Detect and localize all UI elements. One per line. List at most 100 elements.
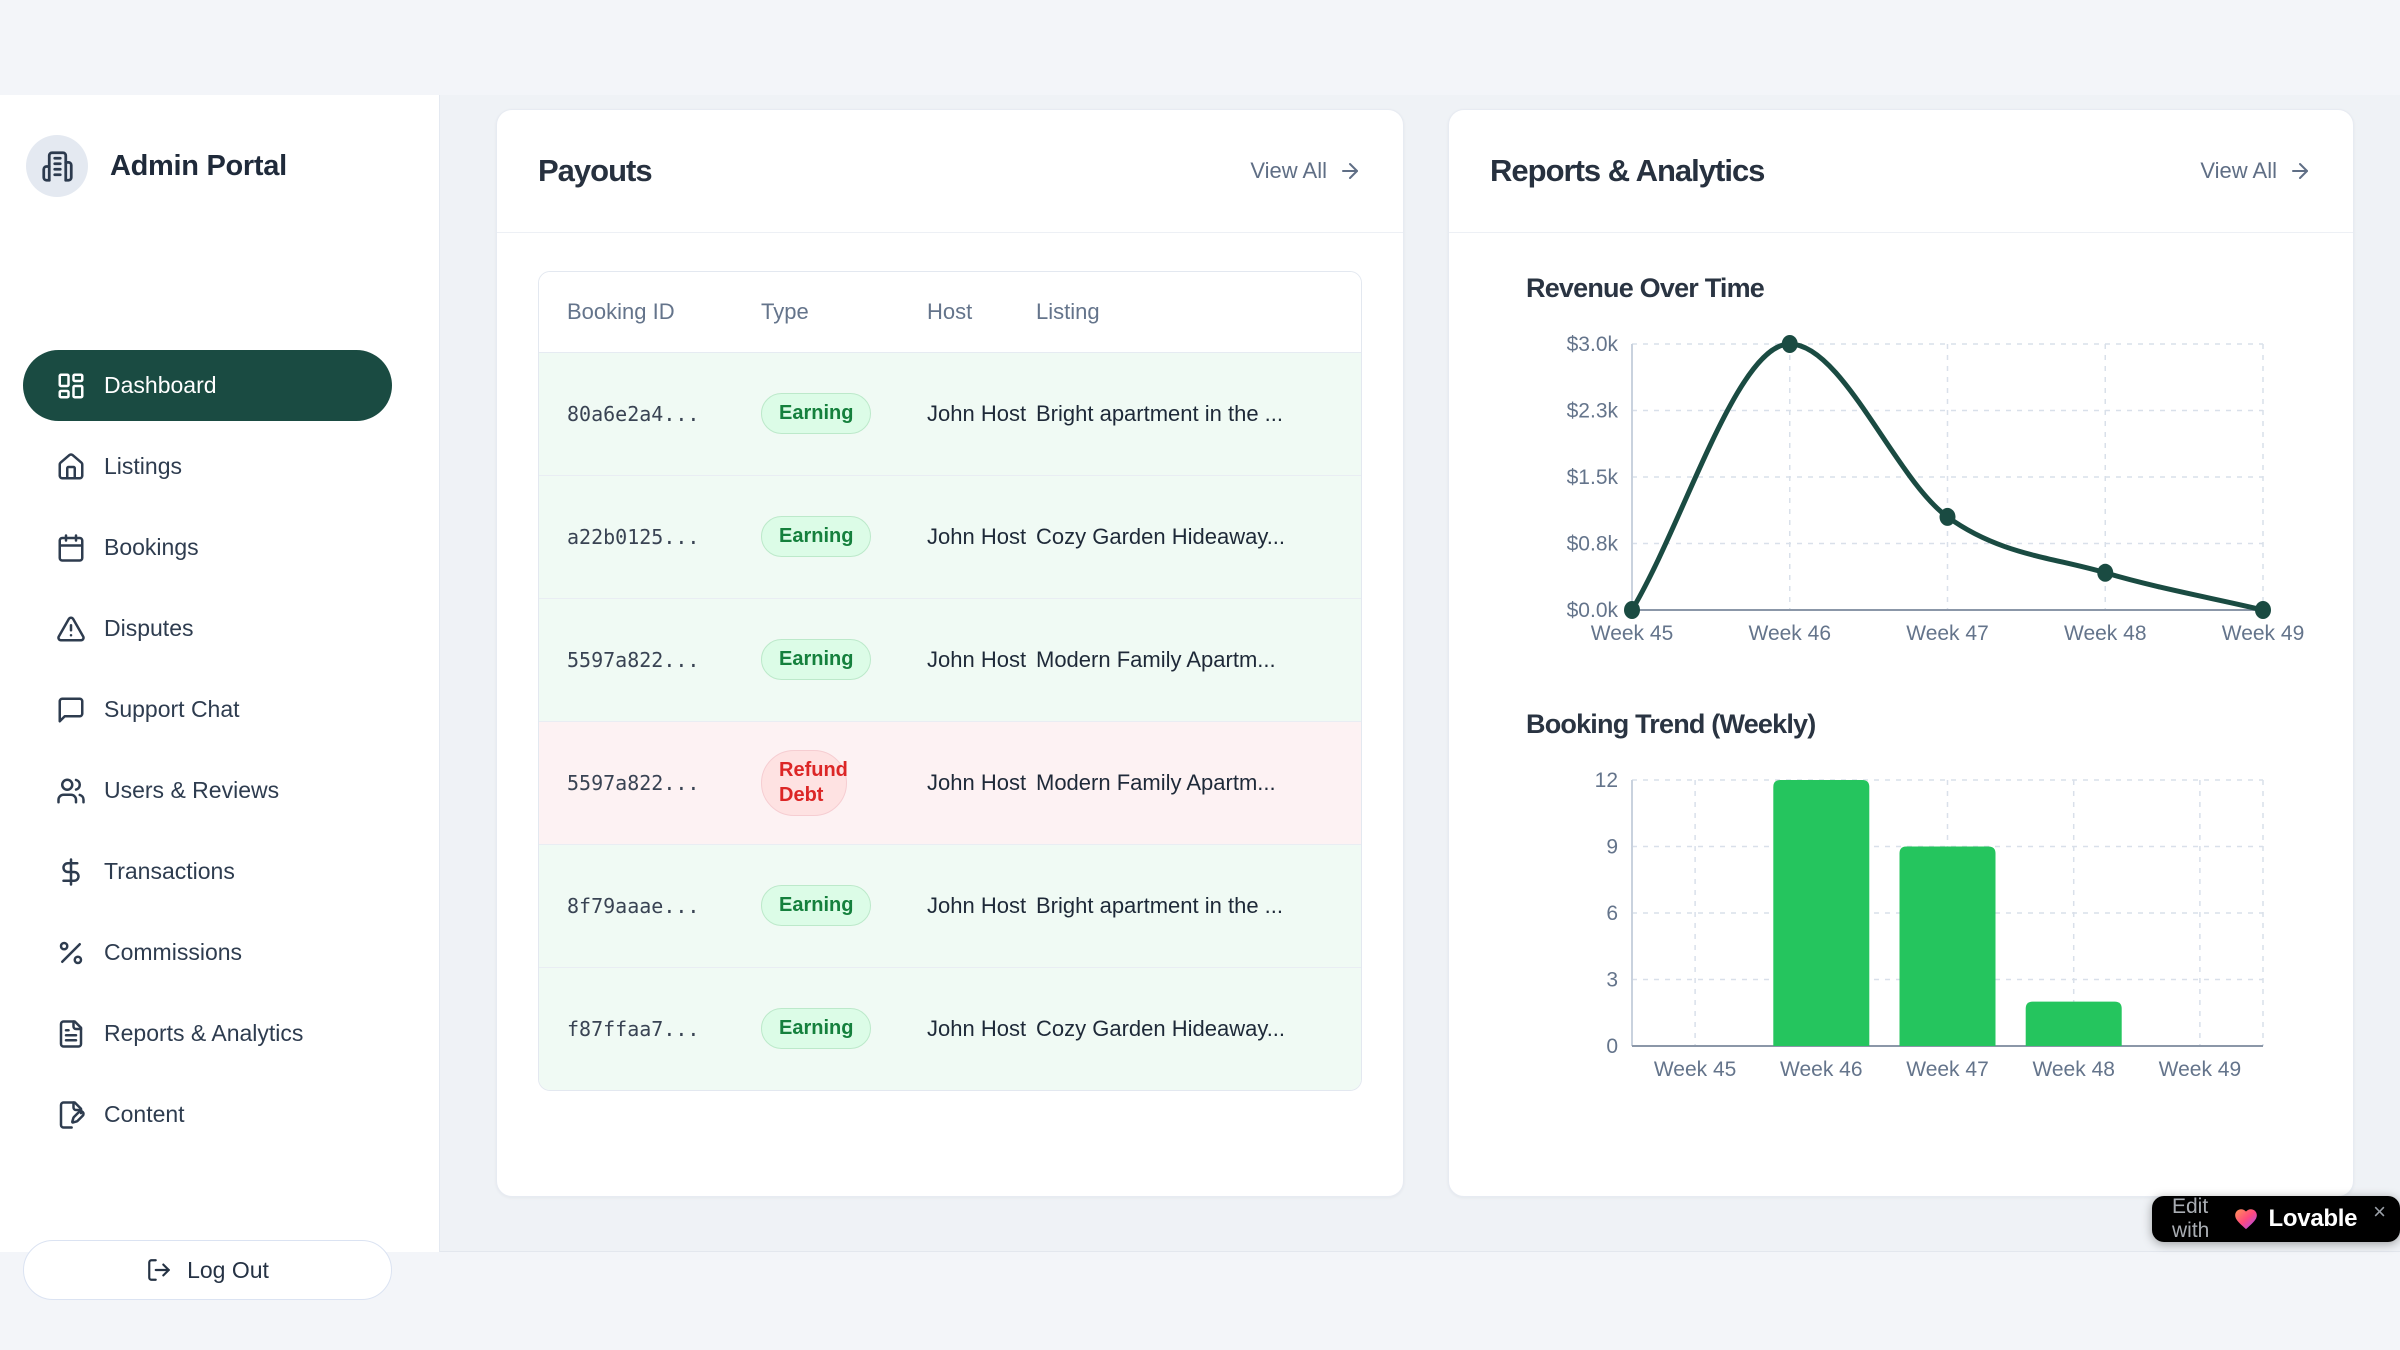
sidebar-item-support-chat[interactable]: Support Chat: [23, 674, 392, 745]
revenue-over-time-chart: Revenue Over Time $0.0k $0.8k $1.5k $2.3k $3…: [1526, 273, 2305, 654]
arrow-right-icon: [1338, 159, 1362, 183]
svg-text:Week 49: Week 49: [2159, 1058, 2242, 1081]
type-badge: Earning: [761, 1008, 872, 1050]
booking-trend-title: Booking Trend (Weekly): [1526, 709, 1816, 739]
file-text-icon: [59, 1019, 83, 1048]
svg-text:Week 47: Week 47: [1906, 1058, 1989, 1081]
listing-name: Cozy Garden Hideaway...: [1036, 523, 1286, 549]
table-row: 80a6e2a4... Earning John Host Bright apartm…: [539, 352, 1361, 476]
sidebar-item-dashboard[interactable]: Dashboard: [23, 350, 392, 421]
brand-logo: [26, 135, 88, 197]
booking-trend-chart: Booking Trend (Weekly) 0 3 6 9 12 Week 45 Week…: [1526, 709, 2276, 1090]
svg-text:Week 48: Week 48: [2032, 1058, 2115, 1081]
view-all-label: View All: [2200, 158, 2277, 183]
booking-id: 5597a822...: [567, 770, 700, 795]
log-out-icon: [146, 1257, 172, 1283]
booking-id: a22b0125...: [567, 524, 700, 549]
svg-text:$1.5k: $1.5k: [1567, 466, 1619, 489]
listing-name: Modern Family Apartm...: [1036, 769, 1276, 795]
svg-text:3: 3: [1606, 969, 1618, 992]
logout-button[interactable]: Log Out: [23, 1240, 392, 1300]
listing-name: Cozy Garden Hideaway...: [1036, 1015, 1286, 1041]
calendar-icon: [58, 533, 84, 562]
svg-text:9: 9: [1606, 836, 1618, 859]
sidebar-item-label: Bookings: [104, 534, 199, 560]
brand: Admin Portal: [0, 95, 439, 197]
listing-name: Bright apartment in the ...: [1036, 400, 1284, 426]
svg-text:6: 6: [1606, 902, 1618, 925]
sidebar-item-label: Support Chat: [104, 696, 240, 722]
brand-name: Admin Portal: [110, 149, 287, 182]
sidebar-item-users-reviews[interactable]: Users & Reviews: [23, 755, 392, 826]
svg-text:Week 47: Week 47: [1906, 622, 1989, 645]
badge-prefix: Edit with: [2172, 1195, 2210, 1242]
type-badge: Earning: [761, 516, 872, 557]
reports-card-header: Reports & Analytics View All: [1449, 110, 2353, 233]
column-header-host: Host: [926, 272, 1035, 353]
heart-icon: [2233, 1206, 2259, 1232]
column-header-listing: Listing: [1035, 272, 1361, 353]
sidebar-item-content[interactable]: Content: [23, 1079, 392, 1150]
sidebar-item-label: Listings: [104, 453, 182, 479]
payouts-table: Booking ID Type Host Listing 80a6e2a4... Ear…: [538, 271, 1362, 1091]
sidebar-item-reports-analytics[interactable]: Reports & Analytics: [23, 998, 392, 1069]
svg-text:$2.3k: $2.3k: [1567, 400, 1619, 423]
svg-text:$3.0k: $3.0k: [1567, 333, 1619, 356]
payouts-view-all-link[interactable]: View All: [1250, 158, 1362, 184]
sidebar-item-label: Users & Reviews: [104, 777, 280, 803]
badge-close-icon[interactable]: ×: [2373, 1199, 2386, 1224]
table-row: 5597a822... Refund Debt John Host Modern Fa…: [539, 721, 1361, 845]
svg-text:$0.0k: $0.0k: [1567, 599, 1619, 622]
building-icon: [41, 150, 73, 182]
svg-text:Week 48: Week 48: [2064, 622, 2147, 645]
payouts-card: Payouts View All Booking ID Type Host Listi…: [496, 109, 1404, 1197]
log-out-icon: [148, 1259, 170, 1281]
sidebar-item-transactions[interactable]: Transactions: [23, 836, 392, 907]
sidebar-item-bookings[interactable]: Bookings: [23, 512, 392, 583]
host-name: John Host: [927, 401, 1027, 426]
table-row: f87ffaa7... Earning John Host Cozy Garden H…: [539, 967, 1361, 1090]
users-icon: [57, 778, 85, 803]
percent-icon: [59, 941, 83, 964]
sidebar-item-disputes[interactable]: Disputes: [23, 593, 392, 664]
dashboard-icon: [58, 373, 84, 398]
host-name: John Host: [927, 647, 1027, 672]
lovable-badge[interactable]: Edit with Lovable ×: [2152, 1195, 2400, 1242]
type-badge: Earning: [761, 393, 872, 434]
alert-triangle-icon: [57, 616, 85, 642]
sidebar-item-commissions[interactable]: Commissions: [23, 917, 392, 988]
column-header-booking-id: Booking ID: [539, 272, 760, 353]
svg-text:Week 46: Week 46: [1749, 622, 1832, 645]
sidebar-item-listings[interactable]: Listings: [23, 431, 392, 502]
revenue-line-chart: $0.0k $0.8k $1.5k $2.3k $3.0k Week 45 Week 46 W…: [1567, 333, 2305, 645]
arrow-right-icon: [1342, 163, 1358, 179]
sidebar-item-label: Dashboard: [104, 372, 217, 398]
table-row: 5597a822... Earning John Host Modern Family…: [539, 598, 1361, 722]
host-name: John Host: [927, 524, 1027, 549]
host-name: John Host: [927, 770, 1027, 795]
reports-view-all-link[interactable]: View All: [2200, 158, 2312, 184]
payouts-card-header: Payouts View All: [497, 110, 1403, 233]
sidebar: Admin Portal Dashboard Listings Bookings Di…: [0, 95, 440, 1300]
host-name: John Host: [927, 1016, 1027, 1042]
arrow-right-icon: [2288, 159, 2312, 183]
home-icon: [58, 452, 84, 479]
table-row: 8f79aaae... Earning John Host Bright apartm…: [539, 844, 1361, 968]
svg-text:Week 45: Week 45: [1654, 1058, 1737, 1081]
booking-id: 8f79aaae...: [567, 893, 700, 918]
svg-text:Week 46: Week 46: [1780, 1058, 1863, 1081]
reports-title: Reports & Analytics: [1490, 153, 1765, 188]
dollar-sign-icon: [62, 857, 80, 886]
file-pen-icon: [59, 1100, 85, 1129]
sidebar-nav: Dashboard Listings Bookings Disputes Support…: [23, 350, 392, 1150]
svg-text:$0.8k: $0.8k: [1567, 533, 1619, 556]
svg-text:Week 45: Week 45: [1591, 622, 1674, 645]
sidebar-item-label: Disputes: [104, 615, 194, 641]
sidebar-item-label: Transactions: [104, 858, 235, 884]
type-badge: Earning: [761, 885, 872, 926]
sidebar-item-label: Content: [104, 1101, 185, 1127]
payouts-title: Payouts: [538, 153, 653, 188]
table-row: a22b0125... Earning John Host Cozy Garden H…: [539, 475, 1361, 599]
sidebar-item-label: Reports & Analytics: [104, 1020, 304, 1046]
